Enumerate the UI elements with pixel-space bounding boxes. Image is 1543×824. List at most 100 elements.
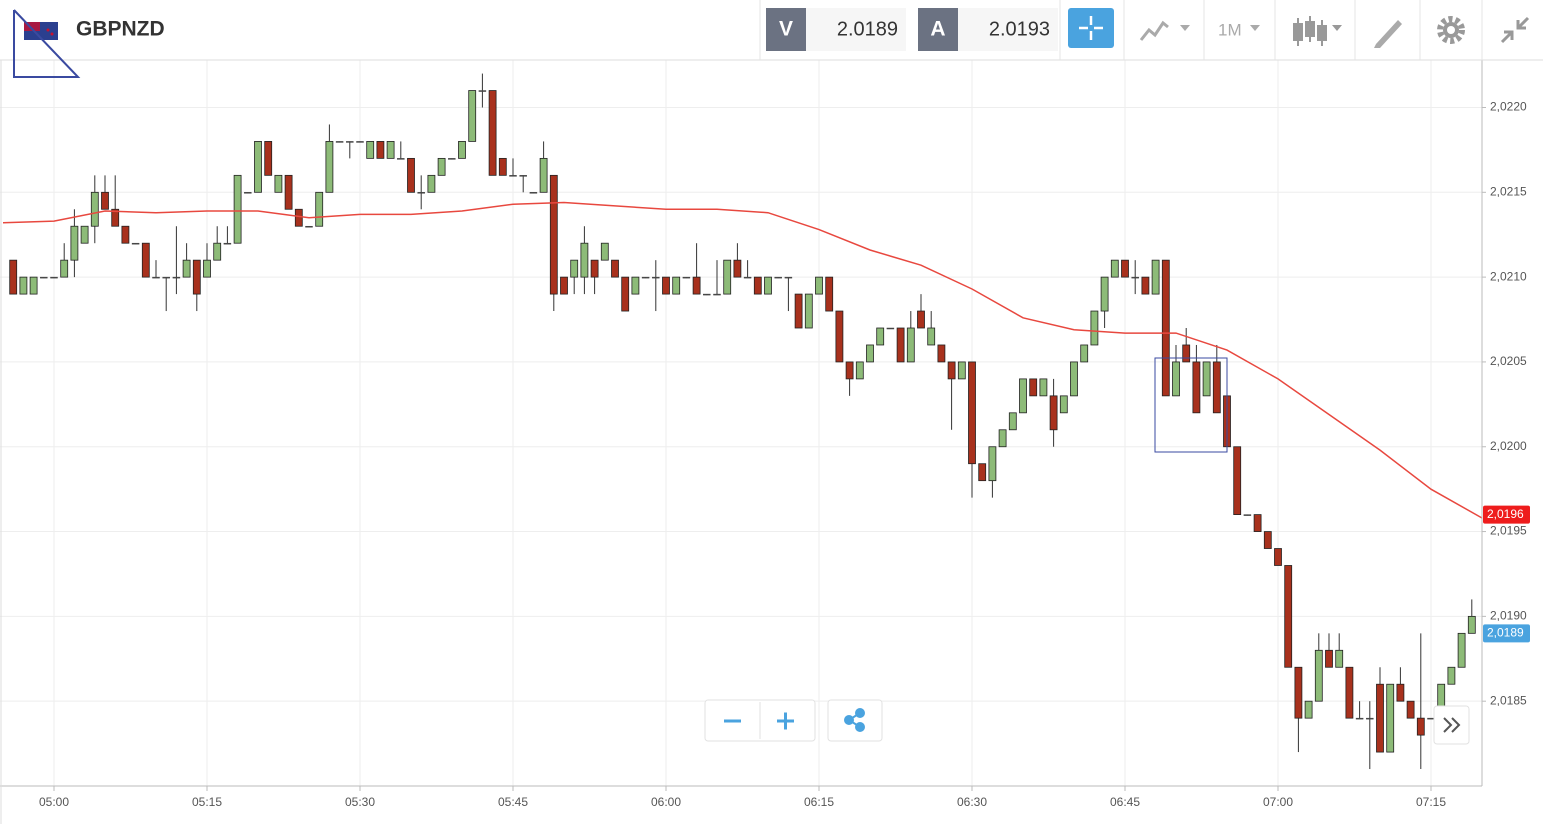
candle-body <box>1100 276 1109 312</box>
candle-body <box>794 293 803 329</box>
candle-body <box>427 174 436 193</box>
candle-body <box>458 141 466 159</box>
candle-body <box>866 344 874 363</box>
candle-body <box>152 276 160 279</box>
candles-button[interactable] <box>1293 16 1342 46</box>
candle-body <box>1467 615 1476 634</box>
candle-body <box>1304 700 1313 719</box>
price-label: 2,0196 <box>1487 507 1524 521</box>
candle-body <box>1212 361 1221 414</box>
candle-body <box>1182 344 1191 363</box>
candle-body <box>60 259 69 278</box>
candle-body <box>254 141 262 193</box>
candle-body <box>294 208 303 227</box>
candle-body <box>274 174 283 193</box>
candle-body <box>172 276 181 279</box>
candle-body <box>835 310 844 363</box>
candle-body <box>713 293 721 296</box>
x-tick-label: 07:00 <box>1263 795 1293 809</box>
candle-body <box>213 242 222 261</box>
triangle-drawing[interactable] <box>13 9 81 78</box>
candle-body <box>90 191 99 227</box>
candle-body <box>1172 361 1180 397</box>
candle-body <box>19 276 28 295</box>
selection-box[interactable] <box>1154 357 1228 453</box>
candle-body <box>927 327 936 346</box>
ask-button[interactable] <box>918 8 958 51</box>
x-tick-label: 06:15 <box>804 795 834 809</box>
candle-body <box>529 192 538 194</box>
candle-body <box>804 293 813 329</box>
bid-box[interactable] <box>806 8 906 51</box>
candle-body <box>9 259 18 295</box>
candle-body <box>906 327 915 363</box>
candle-body <box>703 293 711 296</box>
y-tick-label: 2,0205 <box>1490 354 1527 368</box>
candle-body <box>549 174 558 295</box>
x-tick-label: 07:15 <box>1416 795 1446 809</box>
x-tick-label: 05:00 <box>39 795 69 809</box>
candle-body <box>692 276 701 295</box>
candle-body <box>733 259 742 278</box>
candle-body <box>968 361 976 465</box>
candle-body <box>437 157 446 176</box>
ask-box[interactable] <box>958 8 1058 51</box>
crosshair-button[interactable] <box>1068 8 1114 48</box>
timeframe[interactable]: 1M <box>1218 20 1242 39</box>
bid-button[interactable] <box>766 8 806 51</box>
candle-body <box>233 174 242 244</box>
candle-body <box>519 175 527 177</box>
ask-price: 2.0193 <box>989 18 1050 40</box>
candle-body <box>1070 361 1078 397</box>
share-button[interactable] <box>827 699 883 742</box>
candle-body <box>825 276 834 312</box>
candle-body <box>509 175 517 177</box>
candle-body <box>590 259 599 278</box>
scroll-right-button[interactable] <box>1433 705 1470 745</box>
draw-button[interactable] <box>1374 20 1402 48</box>
candle-body <box>305 225 313 228</box>
candle-body <box>539 157 548 193</box>
x-tick-label: 06:45 <box>1110 795 1140 809</box>
candle-body <box>488 90 497 176</box>
candle-body <box>1314 649 1323 702</box>
plot <box>2 73 1483 770</box>
candle-body <box>40 276 48 279</box>
candle-body <box>1008 412 1017 431</box>
candle-body <box>1427 717 1435 720</box>
candle-body <box>1457 632 1466 668</box>
candle-body <box>376 141 385 159</box>
candle-body <box>1447 666 1456 685</box>
y-tick-label: 2,0195 <box>1490 524 1527 538</box>
x-tick-label: 06:30 <box>957 795 987 809</box>
candle-body <box>672 276 681 295</box>
y-tick-label: 2,0220 <box>1490 100 1527 114</box>
candle-body <box>917 310 925 329</box>
chart-type-button[interactable] <box>1139 20 1190 41</box>
candle-body <box>662 276 670 295</box>
candle-body <box>1121 259 1129 278</box>
candle-body <box>886 327 895 330</box>
y-tick-label: 2,0215 <box>1490 184 1527 198</box>
candle-body <box>1335 649 1344 668</box>
candle-body <box>121 225 130 244</box>
candle-body <box>468 90 477 142</box>
candle-body <box>784 276 793 279</box>
candle-body <box>652 276 660 279</box>
settings-button[interactable] <box>1437 16 1465 44</box>
candle-body <box>182 259 191 278</box>
price-label-box <box>1483 624 1530 643</box>
x-tick-label: 05:15 <box>192 795 222 809</box>
candle-body <box>815 276 823 295</box>
candle-body <box>407 157 415 193</box>
candle-body <box>1253 514 1262 532</box>
price-label-box <box>1483 505 1530 524</box>
zoom-in[interactable] <box>777 712 794 730</box>
y-tick-label: 2,0185 <box>1490 693 1527 707</box>
collapse-button[interactable] <box>1500 16 1530 44</box>
candle-body <box>29 276 38 295</box>
candle-body <box>1284 565 1293 668</box>
moving-average-line <box>2 201 1483 519</box>
